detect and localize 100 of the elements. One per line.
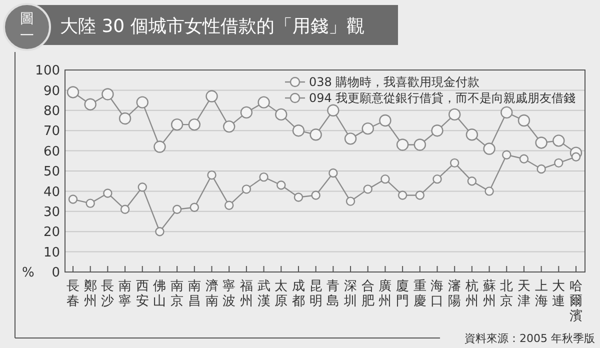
point <box>276 180 286 190</box>
x-tick-label: 佛山 <box>153 279 166 309</box>
point <box>118 112 132 125</box>
point <box>450 158 460 168</box>
y-tick-label: 10 <box>43 245 60 260</box>
point <box>502 150 512 160</box>
x-tick-label: 廣州 <box>378 279 392 309</box>
x-tick-label: 武漢 <box>257 279 270 309</box>
y-tick-label: 100 <box>35 64 60 79</box>
point <box>362 122 374 135</box>
point <box>292 124 305 137</box>
x-tick-label: 上海 <box>534 279 548 309</box>
point <box>431 124 444 137</box>
x-tick-label: 成都 <box>292 279 305 309</box>
point <box>102 88 114 100</box>
point <box>327 104 340 116</box>
point <box>86 198 95 208</box>
point <box>311 190 320 200</box>
point <box>207 170 216 180</box>
point <box>138 182 147 192</box>
point <box>258 96 270 108</box>
x-tick-label: 南昌 <box>188 279 201 309</box>
point <box>136 96 148 108</box>
point <box>484 186 494 196</box>
point <box>554 158 564 168</box>
point <box>346 196 356 206</box>
source-note: 資料來源：2005 年秋季版 <box>464 332 595 345</box>
point <box>448 108 461 121</box>
point <box>190 202 200 212</box>
y-tick-label: 90 <box>43 84 60 99</box>
y-tick-label: 20 <box>43 225 60 240</box>
point <box>103 188 112 198</box>
point <box>170 118 184 131</box>
x-tick-label: 青島 <box>326 279 340 309</box>
point <box>172 204 182 214</box>
x-tick-label: 長春 <box>66 279 80 309</box>
point <box>84 98 96 110</box>
point <box>224 200 234 210</box>
y-tick-label: 70 <box>43 124 60 140</box>
point <box>552 134 565 147</box>
point <box>467 176 477 186</box>
point <box>396 138 409 151</box>
point <box>535 136 548 149</box>
point <box>66 86 80 98</box>
x-tick-label: 天津 <box>517 279 530 309</box>
x-tick-label: 西安 <box>136 279 149 309</box>
legend-label: 038 購物時，我喜歡用現金付款 <box>309 75 480 90</box>
point <box>466 128 478 141</box>
point <box>398 190 408 200</box>
point <box>242 184 252 194</box>
x-tick-label: 長沙 <box>101 279 114 309</box>
chart-title: 大陸 30 個城市女性借款的「用錢」觀 <box>60 16 364 37</box>
x-tick-label: 重慶 <box>413 279 426 309</box>
x-tick-label: 太原 <box>274 279 288 309</box>
y-tick-label: 60 <box>43 144 60 160</box>
point <box>155 227 164 236</box>
point <box>154 140 166 153</box>
point <box>344 132 357 145</box>
point <box>432 174 442 184</box>
x-tick-label: 南京 <box>170 279 184 309</box>
y-tick-label: 50 <box>43 164 60 180</box>
point <box>310 128 322 141</box>
x-tick-label: 瀋陽 <box>448 279 462 309</box>
point <box>259 172 268 182</box>
x-tick-label: 福州 <box>240 279 253 309</box>
point <box>519 154 529 164</box>
text: 圖一 <box>20 11 34 44</box>
point <box>188 118 201 131</box>
x-tick-label: 昆明 <box>309 279 322 309</box>
point <box>328 168 338 178</box>
point <box>275 108 288 121</box>
x-tick-label: 南寧 <box>118 279 132 309</box>
y-axis-title: % <box>22 266 34 281</box>
x-tick-label: 深圳 <box>343 279 358 309</box>
x-tick-label: 蘇州 <box>482 279 496 309</box>
point <box>415 190 424 200</box>
point <box>414 138 426 151</box>
x-tick-label: 鄭州 <box>84 279 97 309</box>
point <box>379 114 392 127</box>
point <box>68 194 78 204</box>
x-tick-label: 寧波 <box>222 278 236 309</box>
point <box>380 174 390 184</box>
point <box>223 120 236 133</box>
legend-label: 094 我更願意從銀行借貸，而不是向親戚朋友借錢 <box>309 91 576 106</box>
y-tick-label: 30 <box>43 204 60 220</box>
y-tick-label: 0 <box>52 266 60 281</box>
x-tick-label: 廈門 <box>396 279 410 309</box>
point <box>294 192 304 202</box>
point <box>206 90 218 102</box>
point <box>120 204 130 214</box>
x-tick-label: 合肥 <box>361 279 374 309</box>
x-tick-label: 哈爾濱 <box>570 279 582 324</box>
x-tick-label: 北京 <box>500 279 514 309</box>
point <box>363 184 372 194</box>
y-tick-label: 40 <box>43 184 60 200</box>
point <box>571 152 581 162</box>
point <box>536 164 546 174</box>
point <box>240 106 253 119</box>
x-tick-label: 濟南 <box>205 279 218 309</box>
x-tick-label: 杭州 <box>464 279 478 309</box>
